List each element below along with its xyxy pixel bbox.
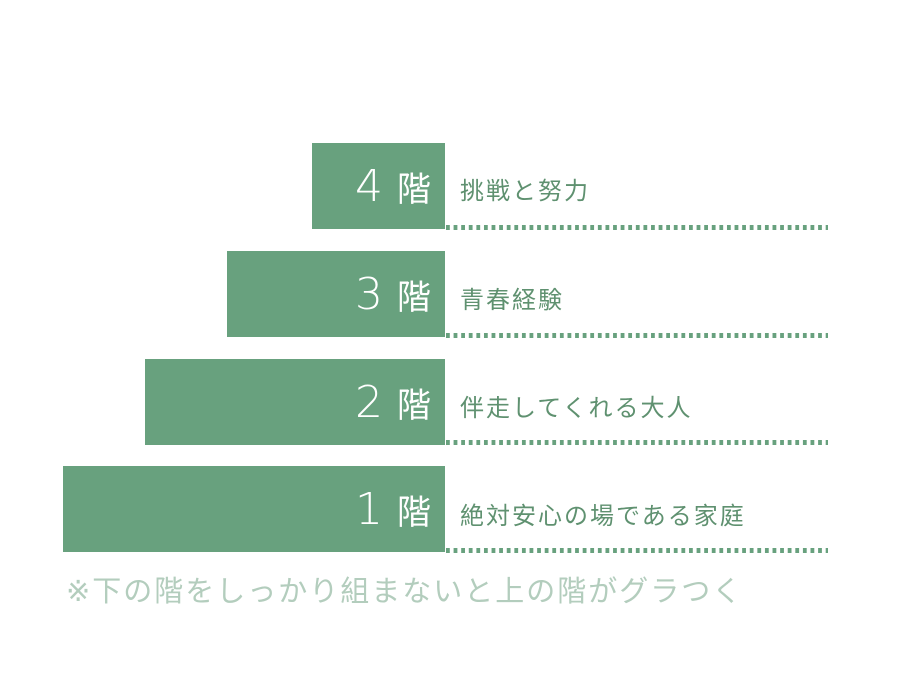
- floor-2-label: 伴走してくれる大人: [460, 394, 693, 422]
- floor-number: 1: [355, 483, 383, 535]
- floor-number: 4: [355, 160, 383, 212]
- floor-number: 3: [355, 268, 383, 320]
- dotted-line: [446, 440, 828, 445]
- floor-4-label: 挑戦と努力: [460, 177, 590, 205]
- floor-unit: 階: [397, 277, 431, 318]
- floor-unit: 階: [397, 169, 431, 210]
- floor-unit: 階: [397, 492, 431, 533]
- footnote: ※下の階をしっかり組まないと上の階がグラつく: [66, 574, 744, 608]
- floor-unit: 階: [397, 385, 431, 426]
- dotted-line: [446, 333, 828, 338]
- floor-1-label: 絶対安心の場である家庭: [460, 502, 746, 530]
- floor-3-label: 青春経験: [460, 286, 564, 314]
- dotted-line: [446, 225, 828, 230]
- floor-number: 2: [355, 376, 383, 428]
- dotted-line: [446, 548, 828, 553]
